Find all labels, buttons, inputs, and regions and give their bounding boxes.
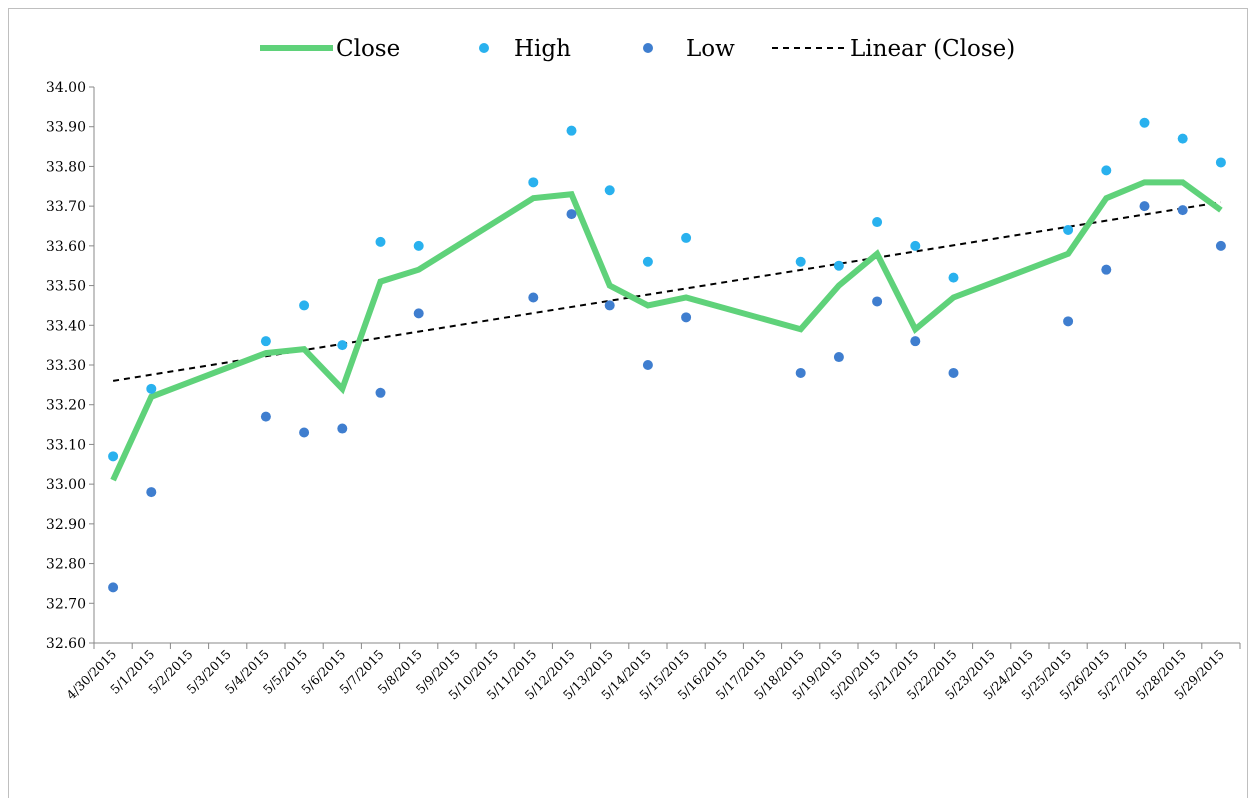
point-low [375, 387, 386, 398]
point-high [299, 300, 310, 311]
legend-swatch-high [479, 43, 489, 53]
point-low [795, 367, 806, 378]
point-low [528, 292, 539, 303]
legend: Close High Low Linear (Close) [260, 36, 1015, 62]
x-axis-ticks: 4/30/20155/1/20155/2/20155/3/20155/4/201… [63, 647, 1227, 703]
point-low [642, 360, 653, 370]
y-tick-label: 33.90 [46, 120, 86, 136]
point-low [566, 209, 577, 220]
point-high [146, 383, 157, 394]
chart-frame [8, 8, 1248, 798]
point-low [260, 411, 271, 422]
point-high [1177, 133, 1188, 144]
point-low [948, 367, 959, 378]
y-tick-label: 33.40 [46, 318, 86, 334]
point-high [948, 272, 959, 283]
point-high [528, 177, 539, 188]
point-low [910, 336, 921, 347]
point-low [299, 427, 310, 438]
y-tick-label: 33.30 [46, 358, 86, 374]
point-low [681, 312, 692, 323]
point-low [337, 423, 348, 434]
point-high [108, 451, 119, 462]
y-tick-label: 32.60 [46, 636, 86, 652]
point-high [795, 256, 806, 267]
point-high [1139, 117, 1150, 128]
point-high [833, 260, 844, 271]
y-tick-label: 32.80 [46, 557, 86, 573]
point-high [1063, 224, 1074, 235]
point-low [1101, 264, 1112, 275]
series-line-close [110, 179, 1223, 482]
point-high [337, 340, 348, 351]
y-axis-ticks: 34.00 33.90 33.80 33.70 33.60 33.50 33.40 33.30… [46, 80, 86, 652]
y-tick-label: 33.60 [46, 239, 86, 255]
point-high [604, 185, 615, 196]
point-low [146, 487, 157, 498]
point-low [872, 296, 883, 307]
y-tick-label: 33.10 [46, 437, 86, 453]
legend-swatch-low [643, 43, 653, 53]
y-tick-label: 33.70 [46, 199, 86, 215]
legend-label: High [514, 36, 571, 62]
point-high [375, 236, 386, 247]
legend-label: Low [686, 36, 735, 62]
axes [89, 86, 1241, 649]
point-low [833, 352, 844, 363]
y-tick-label: 32.70 [46, 596, 86, 612]
point-low [108, 582, 119, 593]
point-high [1101, 165, 1112, 176]
point-low [413, 308, 424, 319]
legend-label: Linear (Close) [850, 36, 1015, 62]
point-low [1177, 205, 1188, 216]
x-tick-label: 4/30/2015 [63, 647, 119, 703]
y-tick-label: 32.90 [46, 517, 86, 533]
point-high [872, 217, 883, 228]
y-tick-label: 33.00 [46, 477, 86, 493]
y-tick-label: 33.20 [46, 398, 86, 414]
y-tick-label: 33.80 [46, 159, 86, 175]
point-high [413, 240, 424, 251]
plot-area [108, 117, 1226, 593]
y-tick-label: 33.50 [46, 279, 86, 295]
y-tick-label: 34.00 [46, 80, 86, 96]
point-high [681, 232, 692, 243]
point-high [1215, 157, 1226, 168]
point-high [260, 336, 271, 347]
point-high [566, 125, 577, 136]
point-high [642, 256, 653, 267]
point-low [1063, 316, 1074, 327]
point-low [604, 300, 615, 311]
point-low [1139, 201, 1150, 212]
point-low [1215, 240, 1226, 251]
point-high [910, 240, 921, 251]
legend-label: Close [336, 36, 400, 62]
